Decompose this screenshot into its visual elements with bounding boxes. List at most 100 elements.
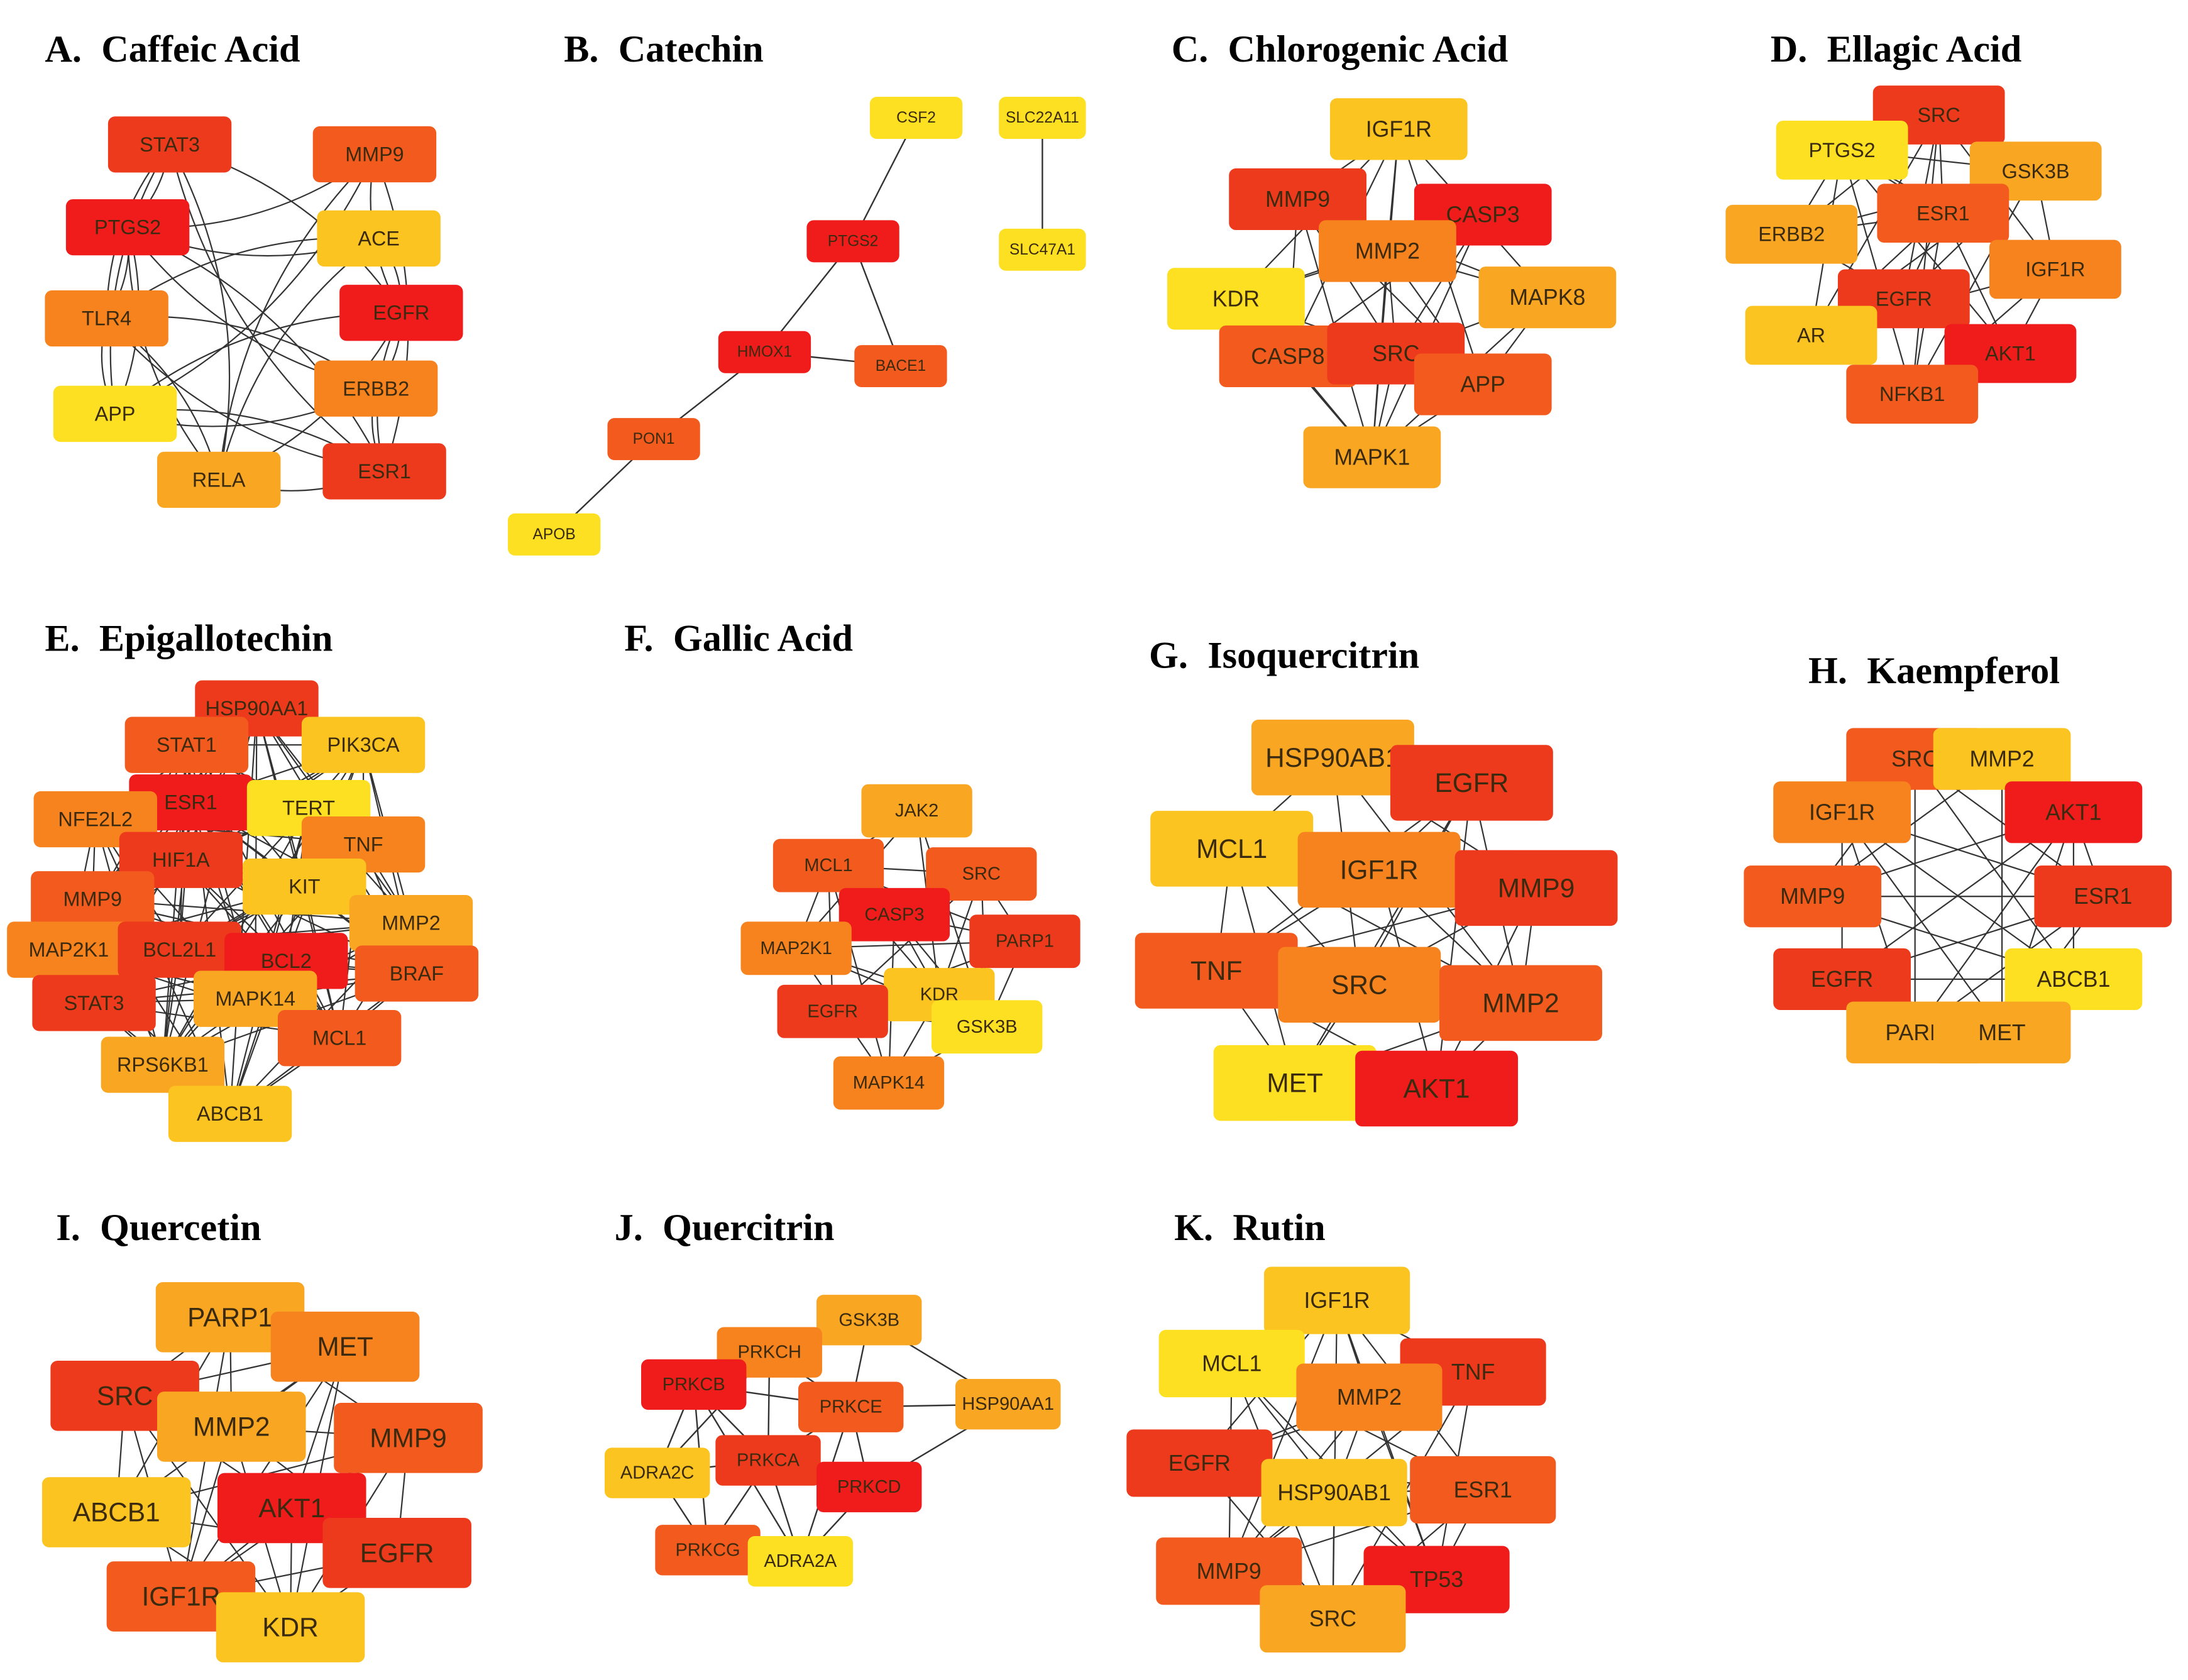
gene-node-label: PTGS2	[1809, 139, 1876, 162]
panel-letter: K.	[1174, 1207, 1213, 1249]
gene-node-box	[854, 345, 947, 388]
gene-node: MMP9	[31, 871, 155, 928]
gene-node-box	[53, 385, 177, 442]
gene-node-box	[2004, 781, 2143, 843]
network-edge	[169, 144, 231, 480]
gene-node: PRKCD	[816, 1461, 922, 1513]
gene-node: CASP8	[1219, 325, 1357, 388]
gene-node-label: SRC	[97, 1381, 153, 1410]
gene-node-box	[1229, 168, 1366, 231]
gene-node: PARP1	[155, 1282, 305, 1353]
gene-node-box	[926, 847, 1037, 901]
gene-node: EGFR	[322, 1518, 471, 1588]
network-panel-i: I. Quercetin PARP1 MET SRC MMP2 MMP9 ABCB1 AKT1 E…	[41, 1207, 483, 1662]
gene-node-label: RPS6KB1	[117, 1053, 209, 1076]
gene-node-box	[157, 451, 281, 508]
gene-node: MET	[270, 1311, 420, 1382]
gene-node-label: HIF1A	[152, 848, 210, 871]
gene-node-label: SRC	[1309, 1606, 1356, 1632]
gene-node-box	[816, 1461, 922, 1513]
gene-node: MMP9	[312, 126, 437, 183]
gene-node-label: MAP2K1	[760, 938, 832, 958]
gene-node-box	[1297, 832, 1461, 908]
gene-node-box	[65, 199, 190, 256]
gene-node: AR	[1745, 305, 1877, 365]
gene-node: APOB	[507, 513, 601, 556]
gene-node-label: EGFR	[1168, 1451, 1231, 1476]
gene-node: MCL1	[277, 1010, 402, 1067]
gene-node: SLC47A1	[999, 228, 1086, 271]
gene-node: SLC22A11	[999, 97, 1086, 139]
gene-node-label: APP	[1460, 372, 1505, 397]
gene-node-box	[1158, 1329, 1305, 1398]
gene-node: NFKB1	[1846, 365, 1979, 424]
gene-node-box	[777, 984, 888, 1038]
gene-node: ESR1	[1877, 184, 2009, 243]
gene-node: TLR4	[45, 290, 168, 347]
gene-node-label: ADRA2A	[764, 1551, 837, 1571]
gene-node-box	[816, 1295, 922, 1346]
gene-node-box	[604, 1447, 710, 1498]
gene-node-box	[1933, 1001, 2071, 1063]
gene-node-label: MCL1	[1196, 834, 1267, 864]
gene-node-label: EGFR	[373, 302, 429, 324]
gene-node-label: ABCB1	[2037, 967, 2110, 992]
gene-node-box	[1135, 933, 1298, 1009]
gene-node: PRKCE	[798, 1381, 904, 1432]
network-panel-j: J. Quercitrin GSK3B PRKCH PRKCB PRKCE HSP90AA1…	[604, 1207, 1061, 1587]
gene-node-box	[955, 1379, 1061, 1430]
gene-node-label: EGFR	[807, 1001, 858, 1021]
gene-node-box	[1261, 1459, 1407, 1527]
panel-title: K. Rutin	[1174, 1207, 1326, 1249]
panel-title: F. Gallic Acid	[624, 618, 853, 660]
gene-node-label: STAT1	[157, 733, 217, 756]
panel-compound-name: Quercitrin	[662, 1207, 834, 1249]
network-edge	[124, 1395, 291, 1628]
gene-node-label: SRC	[1331, 970, 1388, 999]
gene-node-label: MMP9	[1265, 187, 1330, 212]
gene-node-box	[1219, 325, 1357, 388]
gene-node-box	[1213, 1045, 1377, 1121]
panel-compound-name: Rutin	[1233, 1207, 1325, 1249]
gene-node-box	[314, 360, 438, 417]
panel-letter: I.	[56, 1207, 80, 1249]
panel-title: E. Epigallotechin	[45, 618, 333, 660]
gene-node-label: IGF1R	[142, 1582, 221, 1611]
panel-title: B. Catechin	[564, 28, 763, 70]
gene-node: MET	[1933, 1001, 2071, 1063]
gene-node-label: TNF	[344, 833, 383, 856]
gene-node-label: MAPK1	[1334, 445, 1410, 470]
gene-node-label: CSF2	[896, 109, 936, 126]
gene-node-label: TERT	[282, 797, 335, 820]
gene-node-box	[32, 975, 156, 1031]
gene-node-label: MAPK14	[853, 1073, 925, 1093]
panel-compound-name: Chlorogenic Acid	[1228, 28, 1509, 70]
gene-node-label: GSK3B	[957, 1017, 1018, 1037]
gene-node: PARP1	[969, 914, 1080, 969]
gene-node: BRAF	[355, 945, 479, 1002]
gene-node: MMP9	[1744, 865, 1882, 928]
panel-letter: C.	[1172, 28, 1209, 70]
gene-node: MAPK14	[833, 1056, 945, 1110]
gene-node-label: MMP9	[63, 888, 123, 911]
gene-node: PTGS2	[1776, 120, 1908, 180]
gene-node-label: BCL2	[261, 950, 312, 972]
gene-node-box	[1439, 965, 1602, 1041]
panel-compound-name: Kaempferol	[1867, 650, 2060, 692]
gene-node-label: APP	[95, 402, 136, 425]
gene-node-box	[869, 97, 963, 139]
gene-node: PRKCA	[715, 1435, 821, 1486]
panel-letter: A.	[45, 28, 82, 70]
gene-node-box	[168, 1085, 292, 1142]
panel-compound-name: Caffeic Acid	[101, 28, 300, 70]
gene-node: MCL1	[1158, 1329, 1305, 1398]
gene-node-box	[641, 1359, 747, 1410]
gene-node: MMP2	[1933, 728, 2071, 790]
gene-node: MMP9	[1229, 168, 1366, 231]
gene-node-label: MET	[317, 1332, 373, 1361]
gene-node: BACE1	[854, 345, 947, 388]
network-edge	[1911, 114, 1940, 395]
gene-node: AKT1	[1944, 324, 2077, 383]
gene-node-box	[270, 1311, 420, 1382]
gene-node-label: ESR1	[1454, 1477, 1512, 1502]
